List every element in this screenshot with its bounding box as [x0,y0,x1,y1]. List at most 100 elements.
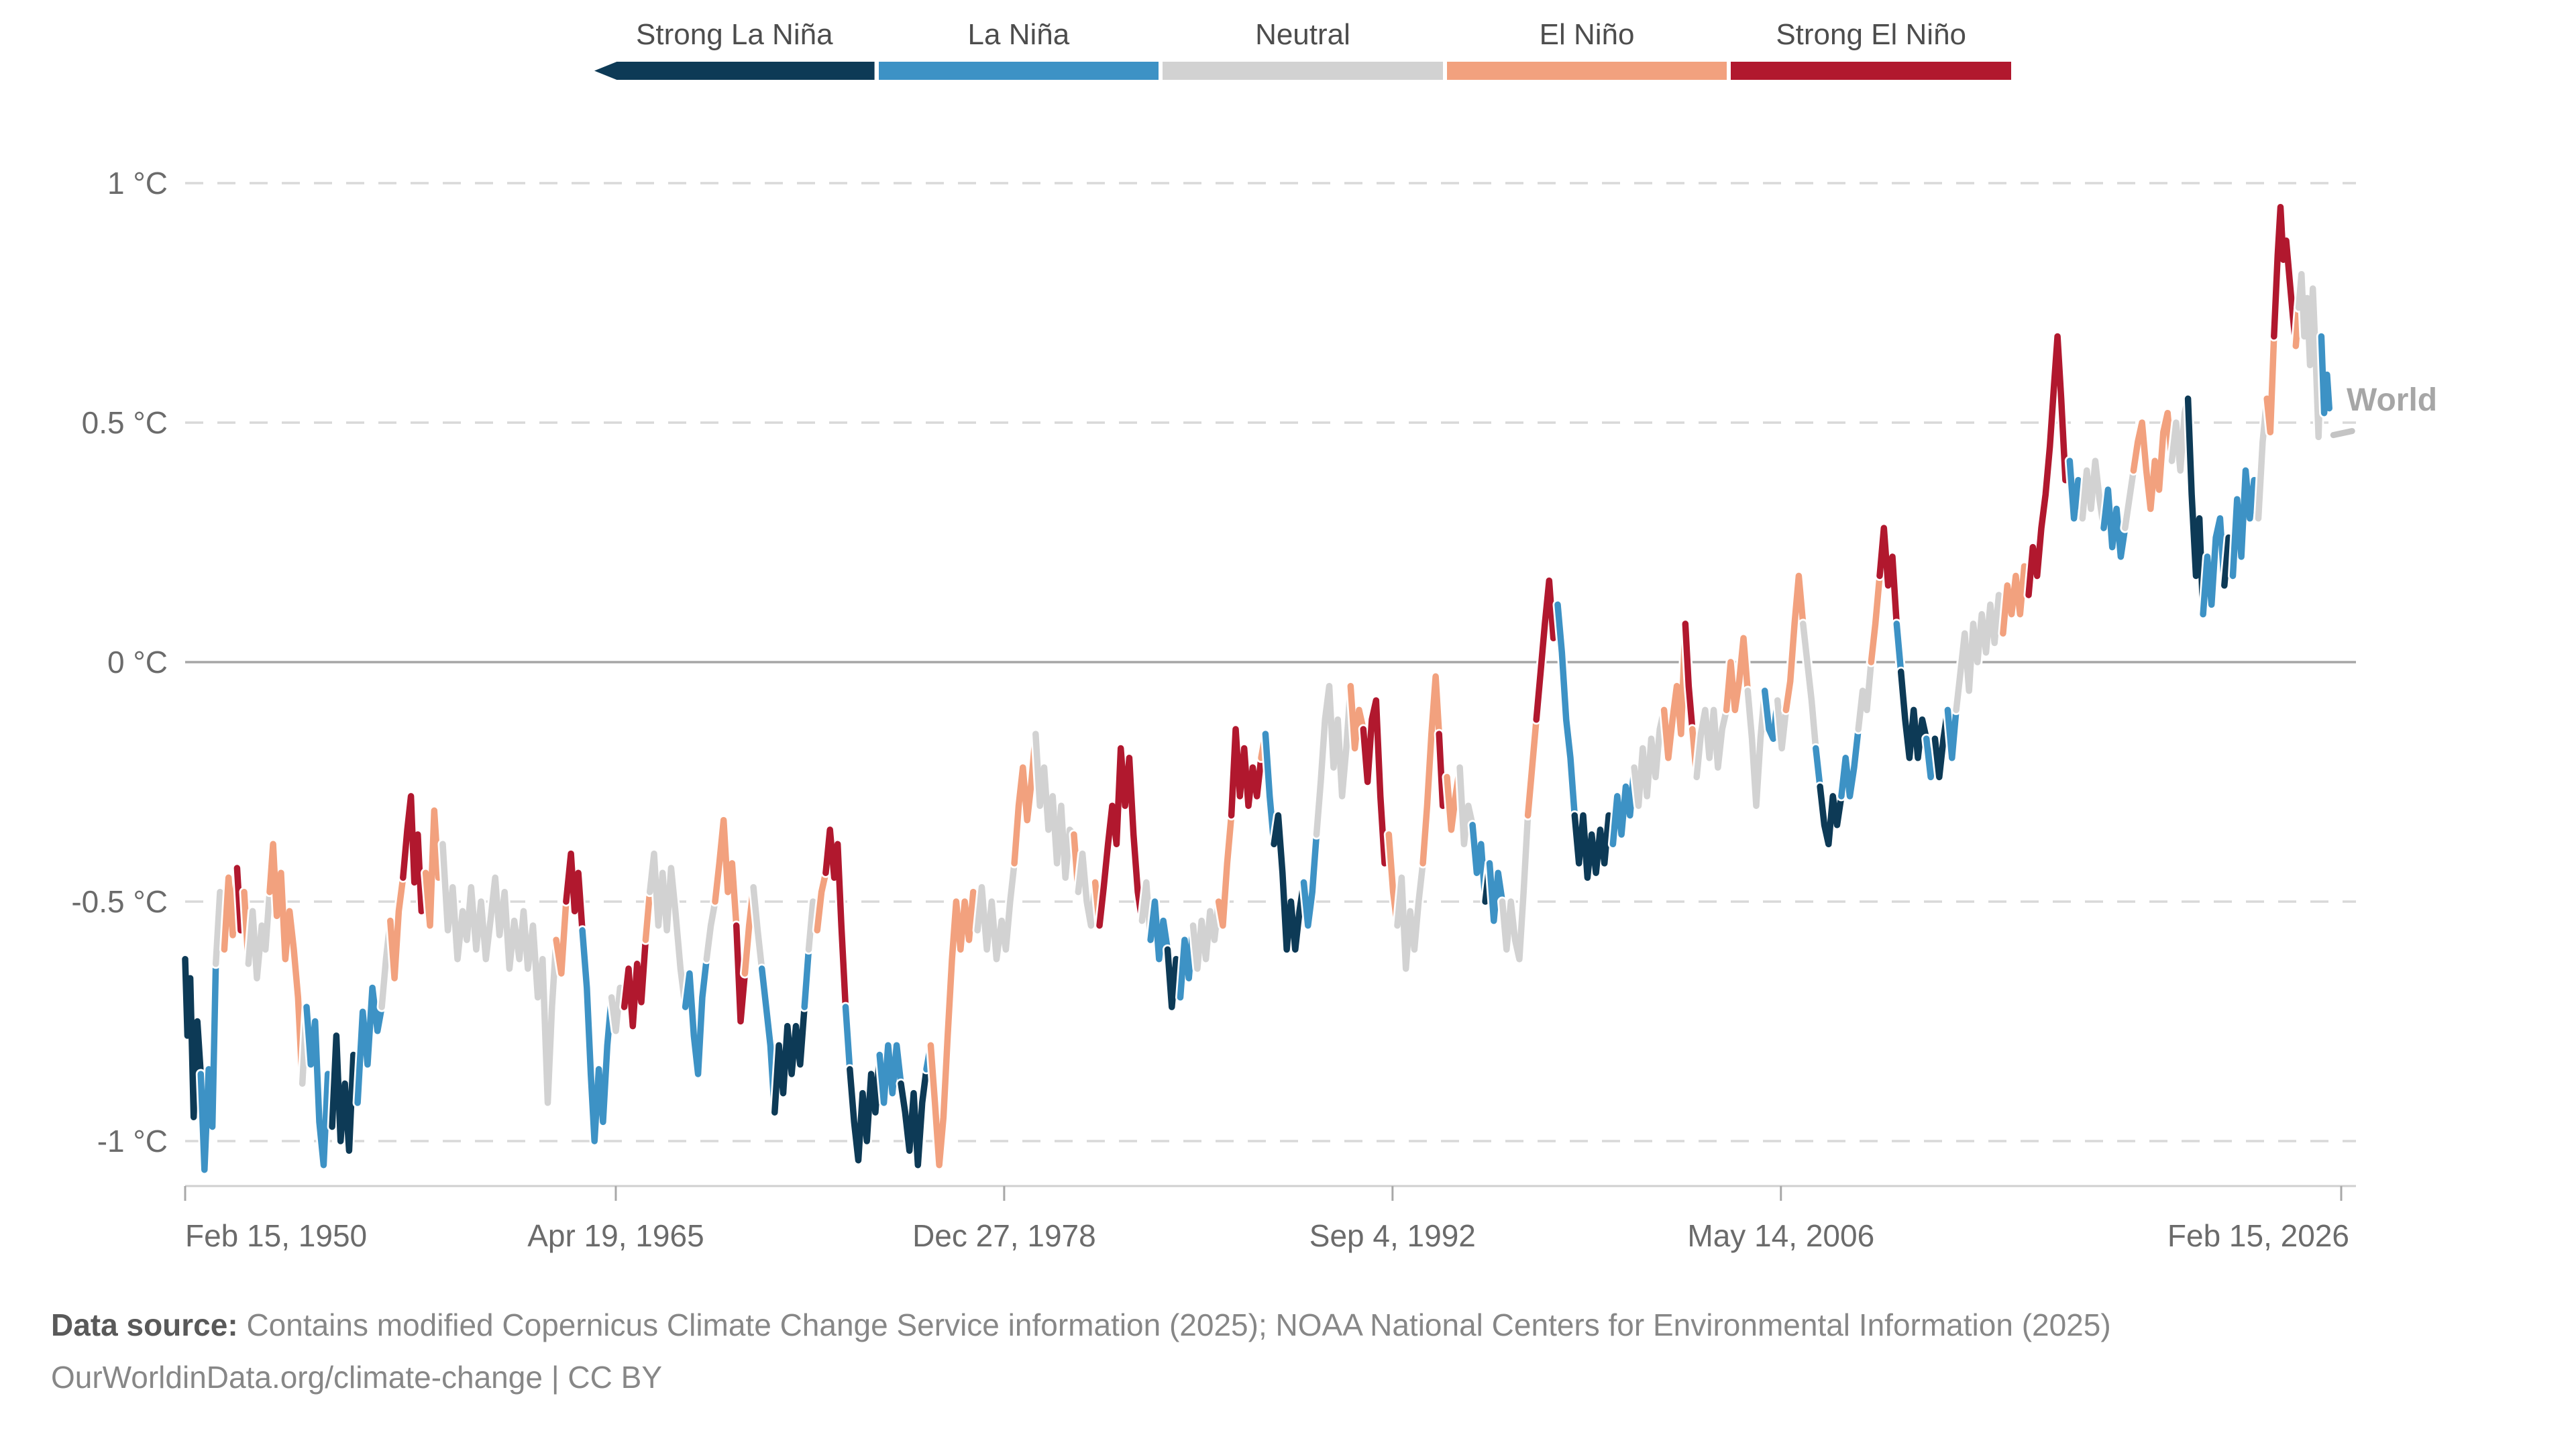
series-segment-1 [842,1004,853,1073]
series-segment-4 [733,922,749,1025]
series-segment-2 [439,841,559,1106]
series-segment-1 [2100,486,2129,560]
el-nino-swatch [1446,62,1727,80]
series-segment-1 [1469,822,1489,905]
series-segment-3 [1347,682,1367,752]
series-segment-4 [400,793,429,915]
series-segment-3 [1868,572,1883,665]
series-segment-0 [2184,395,2206,618]
series-segment-1 [2229,467,2262,580]
series-segment-4 [1533,577,1561,723]
series-segment-0 [771,1004,808,1116]
series-segment-2 [1693,706,1730,781]
series-segment-2 [1075,850,1099,929]
legend-item-neutral[interactable]: Neutral [1163,17,1443,80]
enso-phase-legend: Strong La Niña La Niña Neutral El Niño S… [594,17,2011,80]
series-segment-1 [876,1042,904,1106]
series-segment-1 [1609,764,1638,848]
series-segment-3 [1524,716,1540,819]
series-segment-1 [1300,831,1320,929]
series-segment-2 [2079,458,2107,531]
series-segment-2 [1456,764,1476,848]
legend-label: La Niña [967,18,1070,51]
series-segment-4 [1228,726,1265,819]
series-segment-1 [197,961,219,1173]
series-segment-2 [1855,659,1875,733]
legend-item-strong-la-nina[interactable]: Strong La Niña [594,17,875,80]
series-segment-0 [1571,812,1617,881]
series-segment-1 [1486,860,1506,924]
strong-el-nino-swatch [1731,62,2011,80]
legend-label: Strong La Niña [636,18,833,51]
series-segment-0 [898,1066,930,1169]
y-axis-label: -0.5 °C [71,884,168,919]
series-segment-0 [329,1032,361,1155]
series-segment-2 [1774,697,1790,752]
series-segment-3 [387,874,407,981]
series-segment-2 [750,883,765,972]
series-segment-2 [1189,898,1222,972]
series-segment-3 [712,816,740,929]
series-segment-2 [1032,731,1077,881]
series-segment-1 [1147,898,1171,963]
series-segment-2 [1631,706,1668,809]
series-segment-4 [1876,525,1900,627]
series-segment-3 [553,898,570,977]
series-segment-2 [1394,860,1426,972]
series-segment-3 [2263,333,2277,436]
series-segment-2 [1313,682,1354,838]
legend-label: Neutral [1255,18,1350,51]
attribution-link[interactable]: OurWorldinData.org/climate-change | CC B… [51,1360,663,1395]
la-nina-swatch [878,62,1159,80]
series-segment-2 [1744,688,1768,809]
series-segment-4 [1096,745,1146,929]
legend-label: Strong El Niño [1776,18,1967,51]
legend-item-la-nina[interactable]: La Niña [878,17,1159,80]
x-axis-label: Dec 27, 1978 [912,1218,1096,1253]
series-segment-3 [2292,304,2302,350]
legend-label: El Niño [1539,18,1635,51]
series-segment-2 [2295,270,2325,441]
series-segment-3 [1660,621,1689,761]
series-segment-2 [245,888,273,981]
series-segment-1 [354,984,385,1106]
series-segment-0 [1817,783,1845,848]
series-segment-3 [1723,635,1752,714]
series-segment-0 [847,1051,883,1164]
series-segment-1 [2318,333,2332,417]
series-segment-1 [1944,706,1960,761]
series-segment-3 [927,888,981,1169]
series-segment-0 [182,955,205,1121]
series-segment-1 [1893,621,1904,676]
series-segment-1 [682,955,710,1077]
series-segment-4 [822,826,849,1010]
series-segment-3 [1419,673,1442,867]
y-axis-label: 0 °C [107,645,168,680]
series-segment-2 [1499,812,1532,963]
series-segment-4 [2271,203,2300,350]
series-label-world[interactable]: World [2347,382,2438,418]
x-axis-label: May 14, 2006 [1687,1218,1874,1253]
data-source-text: Contains modified Copernicus Climate Cha… [246,1307,2111,1342]
legend-item-strong-el-nino[interactable]: Strong El Niño [1731,17,2011,80]
x-axis-label: Feb 15, 1950 [185,1218,367,1253]
y-axis-label: 1 °C [107,166,168,201]
series-segment-3 [2000,563,2032,637]
x-axis-label: Feb 15, 2026 [2167,1218,2349,1253]
x-axis-label: Apr 19, 1965 [527,1218,704,1253]
series-segment-0 [1271,812,1307,953]
series-segment-1 [801,946,812,1010]
series-segment-1 [303,1004,335,1169]
series-segment-4 [1682,621,1696,733]
neutral-swatch [1163,62,1443,80]
x-axis-label: Sep 4, 1992 [1309,1218,1476,1253]
series-segment-4 [1360,697,1393,867]
legend-item-el-nino[interactable]: El Niño [1446,17,1727,80]
series-segment-1 [579,927,615,1144]
data-source-label: Data source: [51,1307,238,1342]
series-segment-1 [1813,745,1823,790]
series-segment-3 [814,869,829,934]
series-end-marker [2330,428,2355,439]
